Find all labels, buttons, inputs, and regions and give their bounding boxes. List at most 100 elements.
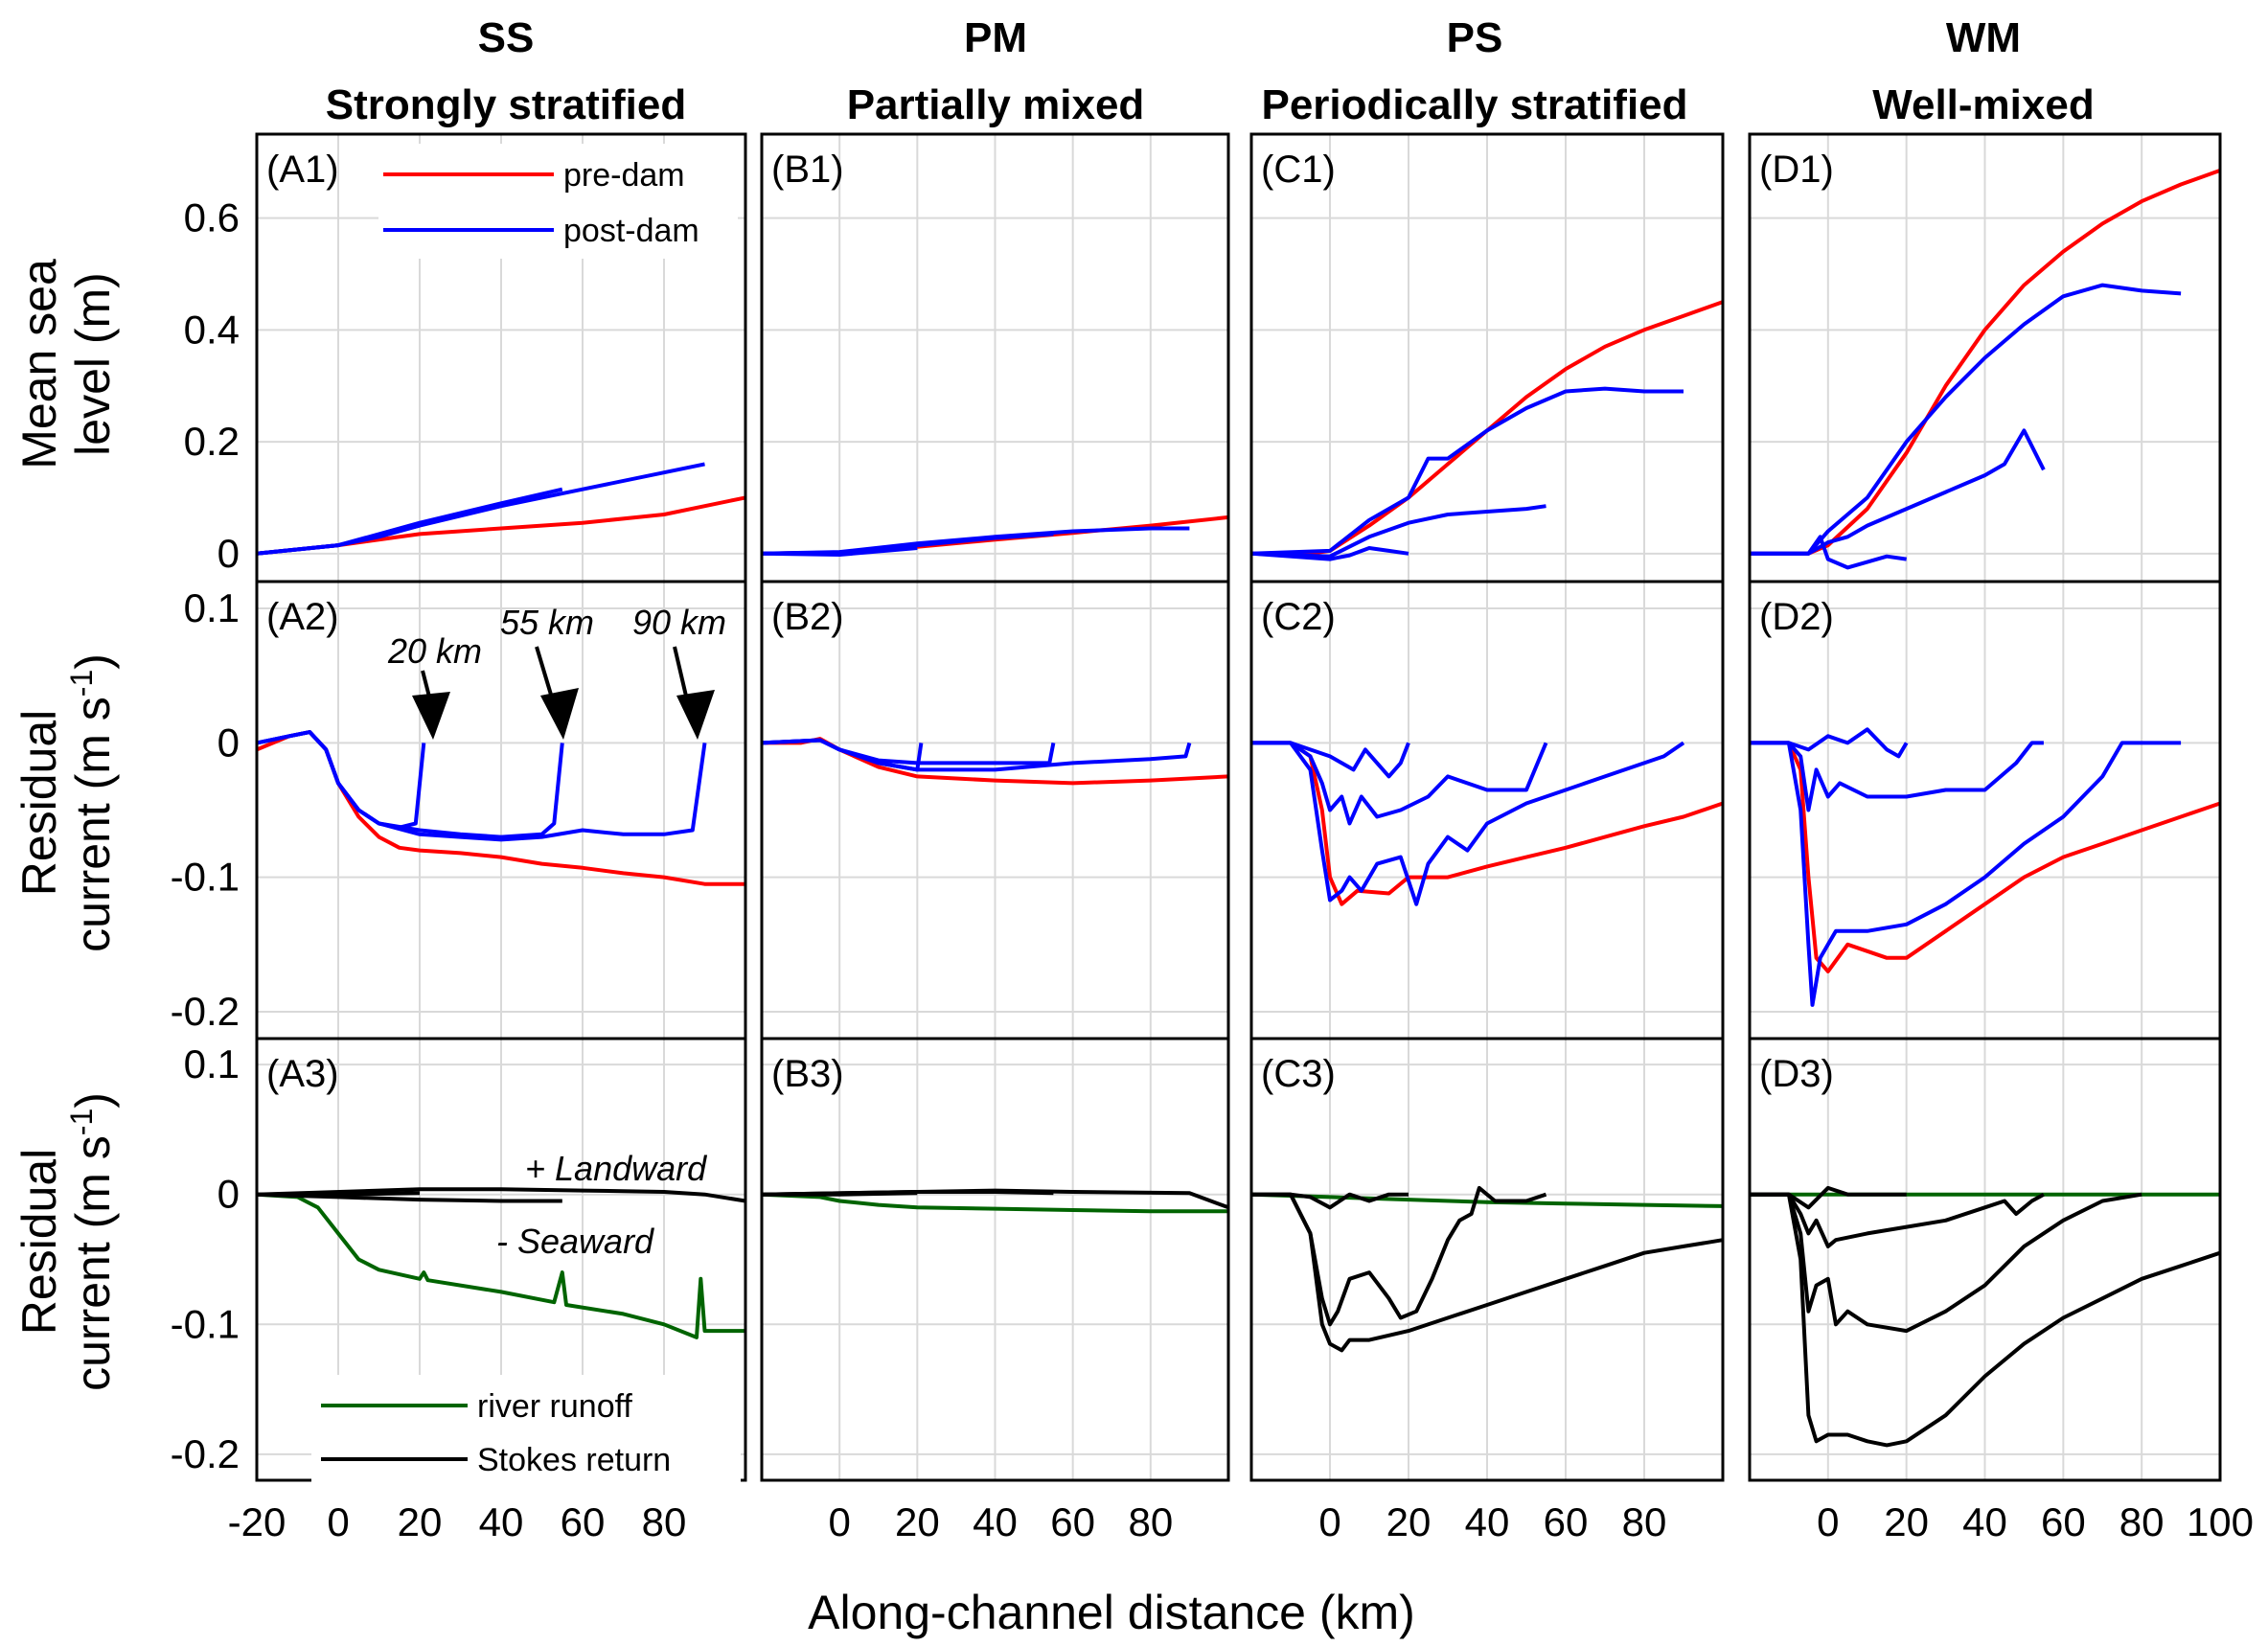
dam-location-annotations: 20 km 55 km 90 km — [387, 603, 726, 740]
annotation-seaward: - Seaward — [496, 1222, 654, 1261]
x-tick-label: 20 — [895, 1499, 940, 1544]
y-tick-label: 0.2 — [184, 419, 240, 464]
x-tick-label: 40 — [1962, 1499, 2007, 1544]
panel-label-c1: (C1) — [1261, 149, 1336, 191]
col-code-ss: SS — [478, 14, 535, 61]
x-tick-label: 80 — [1128, 1499, 1173, 1544]
column-titles: SS Strongly stratified PM Partially mixe… — [326, 14, 2095, 128]
panel-d2: (D2) — [1748, 580, 2222, 1040]
y-tick-label: 0.6 — [184, 195, 240, 240]
panel-c3: (C3) 0 20 40 60 80 — [1249, 1037, 1725, 1544]
svg-text:current (m s-1): current (m s-1) — [64, 653, 120, 952]
panel-label-d2: (D2) — [1759, 596, 1834, 638]
series-line-c2-1 — [1251, 741, 1410, 779]
panel-d1: (D1) — [1748, 132, 2222, 583]
panel-d3: (D3) 0 20 40 60 80 100 — [1748, 1037, 2254, 1544]
panel-frame — [1249, 1037, 1725, 1482]
y-label-row2: Residual current (m s-1) — [12, 653, 120, 952]
x-tick-label: 20 — [1386, 1499, 1432, 1544]
x-tick-label: 20 — [398, 1499, 443, 1544]
legend-mean-sea-level: pre-dam post-dam — [378, 144, 738, 259]
x-tick-label: 0 — [327, 1499, 349, 1544]
series-line-c3-1 — [1251, 1192, 1409, 1210]
x-tick-label: 0 — [1318, 1499, 1340, 1544]
x-tick-label: 100 — [2187, 1499, 2254, 1544]
x-tick-label: 40 — [1465, 1499, 1510, 1544]
panel-b3: (B3) 0 20 40 60 80 — [760, 1037, 1230, 1544]
series-line-c2-2 — [1251, 741, 1548, 826]
series-line-c1-2 — [1250, 504, 1546, 559]
y-axis-labels: Mean sea level (m) Residual current (m s… — [12, 259, 120, 1391]
series-line-c3-2 — [1251, 1185, 1547, 1327]
col-name-pm: Partially mixed — [847, 81, 1145, 128]
series-line-d2-3 — [1750, 741, 2182, 1007]
panel-frame — [1748, 1037, 2222, 1482]
legend-pre-dam: pre-dam — [563, 157, 685, 194]
series-line-c1-1 — [1250, 546, 1409, 561]
panel-label-a1: (A1) — [266, 149, 339, 191]
panel-label-a3: (A3) — [266, 1053, 339, 1095]
y-tick-label: 0 — [218, 531, 240, 576]
series-line-a3-0 — [256, 1192, 745, 1339]
legend-residual-components: river runoff Stokes return — [311, 1375, 741, 1485]
series-line-b2-3 — [761, 738, 1192, 772]
legend-stokes-return: Stokes return — [477, 1442, 671, 1478]
x-tick-label: 0 — [1817, 1499, 1839, 1544]
series-line-a3-2 — [256, 1192, 562, 1203]
series-line-a1-2 — [256, 487, 563, 556]
svg-text:Mean sea: Mean sea — [12, 259, 66, 469]
panel-label-b1: (B1) — [771, 149, 844, 191]
panel-frame — [760, 1037, 1230, 1482]
panel-a1: (A1) 0 0.2 0.4 0.6 — [184, 132, 747, 583]
x-tick-label: 60 — [561, 1499, 606, 1544]
y-tick-label: 0.1 — [184, 1041, 240, 1086]
col-code-ps: PS — [1447, 14, 1503, 61]
series-line-a2-3 — [256, 730, 707, 842]
col-name-ps: Periodically stratified — [1261, 81, 1687, 128]
x-tick-label: 80 — [642, 1499, 687, 1544]
series-line-a3-3 — [256, 1187, 746, 1203]
legend-box-row3 — [311, 1375, 741, 1485]
x-tick-label: 40 — [479, 1499, 524, 1544]
series-line-b1-3 — [761, 526, 1190, 556]
series-line-a1-3 — [256, 462, 705, 556]
annotation-20km: 20 km — [387, 631, 482, 671]
arrow-55km — [535, 646, 579, 740]
series-line-d2-0 — [1750, 741, 2221, 973]
legend-box — [378, 144, 738, 259]
annotation-90km: 90 km — [632, 603, 726, 642]
series-line-d3-4 — [1750, 1192, 2221, 1448]
legend-river-runoff: river runoff — [477, 1388, 632, 1425]
svg-text:Residual: Residual — [12, 1149, 66, 1336]
x-tick-label: 80 — [1622, 1499, 1667, 1544]
series-line-d1-3 — [1750, 283, 2182, 556]
x-tick-label: 80 — [2119, 1499, 2165, 1544]
series-line-d3-2 — [1750, 1192, 2045, 1248]
x-tick-label: 60 — [2041, 1499, 2086, 1544]
panel-c1: (C1) — [1249, 132, 1725, 583]
x-tick-label: 0 — [828, 1499, 850, 1544]
y-tick-label: -0.1 — [171, 855, 240, 900]
y-tick-label: -0.2 — [171, 989, 240, 1034]
y-tick-label: 0 — [218, 720, 240, 765]
x-tick-label: 40 — [973, 1499, 1018, 1544]
series-line-d2-2 — [1750, 741, 2044, 812]
panel-label-c2: (C2) — [1261, 596, 1336, 638]
col-code-wm: WM — [1946, 14, 2021, 61]
panel-b1: (B1) — [760, 132, 1230, 583]
col-name-ss: Strongly stratified — [326, 81, 687, 128]
series-line-d1-0 — [1750, 169, 2221, 556]
col-code-pm: PM — [964, 14, 1027, 61]
x-tick-label: -20 — [228, 1499, 286, 1544]
panel-a2: (A2) -0.2 -0.1 0 0.1 — [171, 580, 747, 1040]
panel-label-b3: (B3) — [771, 1053, 844, 1095]
x-tick-label: 60 — [1544, 1499, 1589, 1544]
x-tick-label: 20 — [1884, 1499, 1929, 1544]
series-line-d2-1 — [1750, 727, 1909, 759]
panel-label-d1: (D1) — [1759, 149, 1834, 191]
series-line-c3-0 — [1250, 1192, 1724, 1208]
y-tick-label: 0 — [218, 1172, 240, 1217]
y-label-row3: Residual current (m s-1) — [12, 1092, 120, 1391]
series-line-a2-2 — [256, 730, 564, 839]
panel-label-b2: (B2) — [771, 596, 844, 638]
